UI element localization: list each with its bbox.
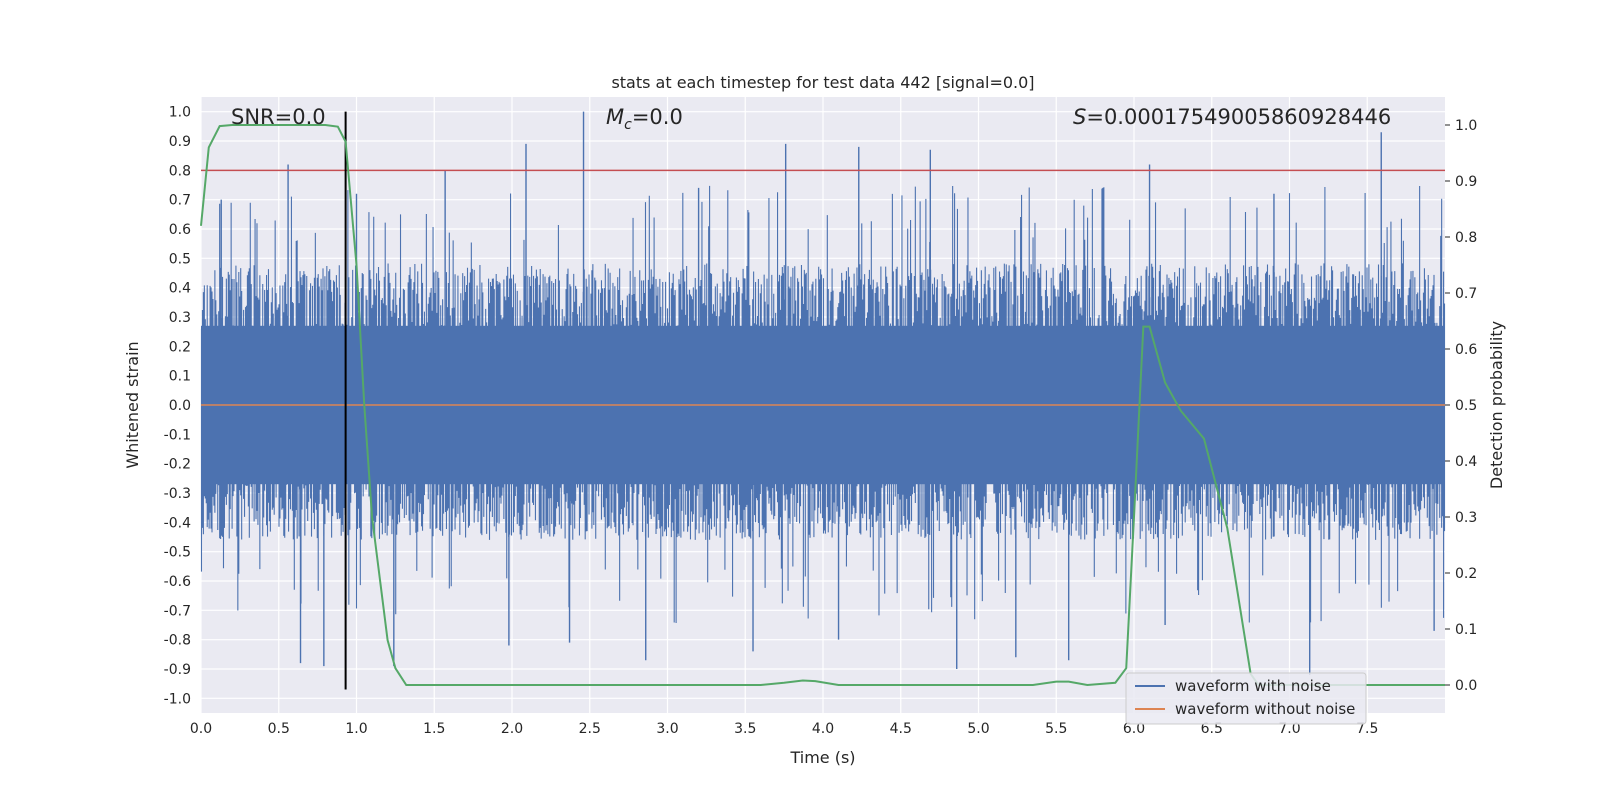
x-tick-label: 5.0 bbox=[967, 721, 989, 737]
y-tick-label: -0.7 bbox=[164, 603, 191, 619]
y-tick-label: -0.8 bbox=[164, 633, 191, 649]
x-tick-label: 2.0 bbox=[501, 721, 523, 737]
y-tick-label: 0.7 bbox=[169, 193, 191, 209]
y-tick-label: 0.8 bbox=[169, 163, 191, 179]
y-tick-label: 0.4 bbox=[169, 281, 191, 297]
chirp-mass-annotation: Mc=0.0 bbox=[606, 105, 683, 133]
y2-tick-label: 0.2 bbox=[1455, 566, 1477, 582]
x-axis-label: Time (s) bbox=[789, 748, 855, 767]
y-tick-label: 0.6 bbox=[169, 222, 191, 238]
x-tick-label: 3.5 bbox=[734, 721, 756, 737]
y-axis-right-label: Detection probability bbox=[1487, 321, 1506, 489]
y-axis-left-label: Whitened strain bbox=[123, 341, 142, 468]
y-tick-label: -0.2 bbox=[164, 457, 191, 473]
chirp-mass-symbol: M bbox=[606, 105, 624, 129]
series-detection-probability bbox=[200, 124, 1445, 687]
y-tick-label: -0.1 bbox=[164, 427, 191, 443]
x-tick-label: 4.5 bbox=[890, 721, 912, 737]
y2-tick-label: 0.4 bbox=[1455, 454, 1477, 470]
y-tick-label: -0.9 bbox=[164, 662, 191, 678]
y-tick-label: -0.5 bbox=[164, 545, 191, 561]
y-tick-label: -0.6 bbox=[164, 574, 191, 590]
s-value: =0.00017549005860928446 bbox=[1086, 105, 1391, 129]
legend: waveform with noise waveform without noi… bbox=[1125, 672, 1367, 725]
y2-tick-label: 0.5 bbox=[1455, 398, 1477, 414]
y2-tick-label: 1.0 bbox=[1455, 118, 1477, 134]
x-tick-label: 7.5 bbox=[1356, 721, 1378, 737]
y-axis-left-ticks: 1.0 0.9 0.8 0.7 0.6 0.5 0.4 0.3 0.2 0.1 0.0 -0.1 -0.… bbox=[164, 105, 191, 708]
x-tick-label: 0.5 bbox=[268, 721, 290, 737]
s-symbol: S bbox=[1073, 105, 1086, 129]
x-tick-label: 4.0 bbox=[812, 721, 834, 737]
x-tick-label: 3.0 bbox=[656, 721, 678, 737]
y-tick-label: 0.5 bbox=[169, 251, 191, 267]
y2-tick-label: 0.6 bbox=[1455, 342, 1477, 358]
overlay-lines bbox=[200, 111, 1445, 690]
legend-box bbox=[1125, 672, 1367, 725]
y-axis-right-ticks: 1.0 0.9 0.8 0.7 0.6 0.5 0.4 0.3 0.2 0.1 0.0 bbox=[1445, 118, 1477, 694]
y-tick-label: 0.1 bbox=[169, 369, 191, 385]
noise-spikes bbox=[220, 111, 1435, 675]
legend-label-clean: waveform without noise bbox=[1175, 700, 1355, 718]
x-tick-label: 2.5 bbox=[579, 721, 601, 737]
s-annotation: S=0.00017549005860928446 bbox=[1073, 105, 1391, 129]
x-tick-label: 6.5 bbox=[1201, 721, 1223, 737]
y-tick-label: 0.2 bbox=[169, 339, 191, 355]
legend-label-noise: waveform with noise bbox=[1175, 677, 1331, 695]
x-tick-label: 7.0 bbox=[1278, 721, 1300, 737]
y-tick-label: 0.0 bbox=[169, 398, 191, 414]
chart-title: stats at each timestep for test data 442… bbox=[611, 73, 1034, 92]
x-tick-label: 1.0 bbox=[345, 721, 367, 737]
y2-tick-label: 0.1 bbox=[1455, 622, 1477, 638]
y2-tick-label: 0.7 bbox=[1455, 286, 1477, 302]
y2-tick-label: 0.8 bbox=[1455, 230, 1477, 246]
x-tick-label: 1.5 bbox=[423, 721, 445, 737]
chirp-mass-value: =0.0 bbox=[632, 105, 683, 129]
y2-tick-label: 0.3 bbox=[1455, 510, 1477, 526]
x-tick-label: 5.5 bbox=[1045, 721, 1067, 737]
x-axis-ticks: 0.0 0.5 1.0 1.5 2.0 2.5 3.0 3.5 4.0 4.5 5.0 5.5 6.0 6… bbox=[190, 721, 1379, 737]
y-tick-label: -0.4 bbox=[164, 515, 191, 531]
y2-tick-label: 0.0 bbox=[1455, 678, 1477, 694]
y-tick-label: -1.0 bbox=[164, 691, 191, 707]
y-tick-label: -0.3 bbox=[164, 486, 191, 502]
snr-annotation: SNR=0.0 bbox=[231, 105, 326, 129]
chirp-mass-subscript: c bbox=[624, 117, 632, 133]
x-tick-label: 0.0 bbox=[190, 721, 212, 737]
y2-tick-label: 0.9 bbox=[1455, 174, 1477, 190]
y-tick-label: 1.0 bbox=[169, 105, 191, 121]
y-tick-label: 0.9 bbox=[169, 134, 191, 150]
y-tick-label: 0.3 bbox=[169, 310, 191, 326]
x-tick-label: 6.0 bbox=[1123, 721, 1145, 737]
